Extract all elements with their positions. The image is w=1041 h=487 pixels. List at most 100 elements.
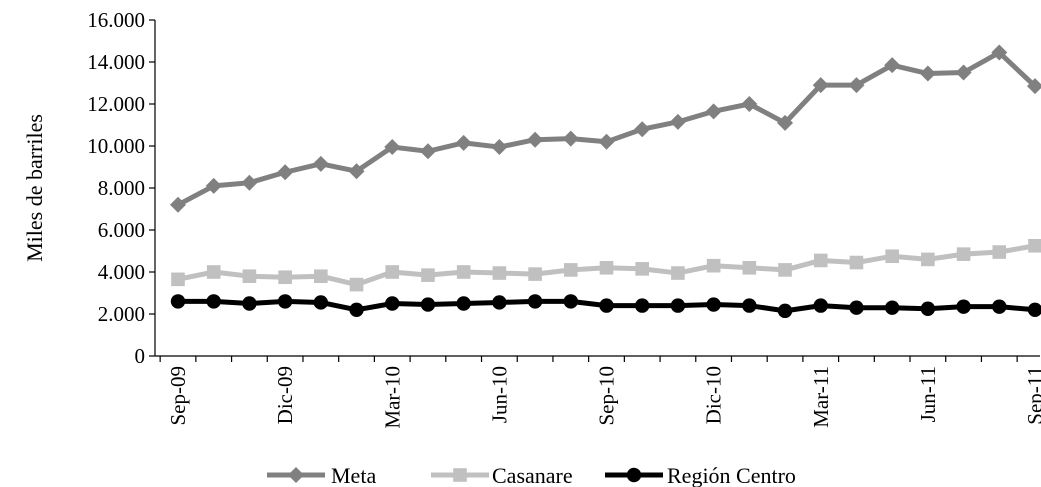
data-point (242, 296, 257, 311)
data-point (277, 294, 293, 309)
data-point (706, 258, 721, 273)
data-point (813, 253, 828, 268)
data-point (884, 57, 901, 74)
data-point (777, 114, 794, 131)
x-tick-label: Mar-11 (809, 366, 833, 428)
data-point (992, 299, 1007, 314)
data-point (492, 295, 507, 310)
y-tick-label: 6.000 (98, 218, 145, 242)
series-line (176, 50, 1037, 208)
x-tick-label: Dic-10 (702, 366, 726, 424)
data-point (635, 262, 650, 276)
data-point (598, 133, 615, 150)
data-point (171, 272, 185, 287)
x-tick-label: Sep-09 (166, 366, 190, 426)
data-point (956, 247, 971, 261)
data-point (956, 299, 971, 314)
x-tick-label: Jun-11 (916, 366, 940, 422)
data-point (314, 269, 328, 283)
data-point (741, 96, 758, 112)
data-point (670, 298, 686, 313)
data-point (563, 263, 578, 277)
data-point (456, 265, 471, 279)
data-point (1028, 238, 1041, 253)
data-point (885, 249, 899, 264)
data-point (277, 164, 294, 181)
data-point (991, 44, 1008, 61)
legend-label: Región Centro (667, 463, 796, 487)
data-point (348, 163, 365, 180)
data-point (849, 300, 864, 315)
data-point (384, 139, 401, 156)
data-point (206, 265, 221, 279)
legend-item: Meta (267, 463, 376, 487)
data-point (813, 298, 828, 313)
y-tick-label: 8.000 (98, 176, 145, 200)
data-point (1027, 78, 1041, 95)
data-point (706, 297, 721, 312)
y-tick-label: 2.000 (98, 302, 145, 326)
legend-item: Región Centro (605, 463, 796, 487)
data-point (778, 263, 792, 277)
data-point (313, 295, 329, 310)
data-point (312, 155, 329, 172)
legend-label: Meta (331, 463, 376, 487)
data-point (242, 269, 257, 283)
data-point (919, 65, 936, 82)
series-layer (170, 44, 1041, 319)
series-meta (170, 44, 1041, 213)
data-point (1027, 302, 1041, 317)
series-casanare (171, 238, 1041, 292)
data-point (456, 296, 471, 311)
data-point (349, 302, 364, 317)
data-point (419, 143, 436, 160)
data-point (420, 297, 436, 312)
y-tick-label: 0 (135, 344, 146, 368)
data-point (812, 77, 829, 94)
data-point (527, 131, 544, 148)
data-point (992, 245, 1007, 259)
data-point (349, 277, 364, 292)
data-point (848, 77, 865, 94)
legend-item: Casanare (431, 463, 573, 487)
data-point (671, 266, 685, 280)
data-point (527, 294, 543, 309)
x-tick-label: Mar-10 (380, 366, 404, 429)
x-tick-label: Sep-11 (1023, 366, 1041, 425)
data-point (599, 298, 614, 313)
data-point (385, 296, 400, 311)
data-point (742, 261, 757, 275)
data-point (955, 64, 972, 81)
data-point (278, 270, 292, 285)
data-point (920, 301, 936, 316)
series-regi-n-centro (170, 294, 1041, 319)
data-point (849, 255, 864, 270)
x-tick-label: Jun-10 (487, 366, 511, 423)
data-point (206, 294, 221, 309)
data-point (921, 252, 935, 267)
axes: 0 2.000 4.000 6.000 8.000 10.000 12.000 14.000 1… (87, 8, 1041, 429)
data-point (491, 139, 508, 156)
data-point (599, 261, 614, 275)
data-point (528, 267, 542, 281)
data-point (705, 103, 722, 120)
data-point (562, 130, 579, 147)
y-tick-label: 14.000 (87, 50, 145, 74)
x-tick-label: Dic-09 (273, 366, 297, 424)
y-tick-label: 16.000 (87, 8, 145, 32)
y-tick-label: 12.000 (87, 92, 145, 116)
data-point (492, 266, 507, 280)
data-point (455, 134, 472, 151)
data-point (421, 268, 435, 282)
legend: Meta Casanare Región Centro (267, 463, 796, 487)
y-axis-label: Miles de barriles (22, 114, 47, 262)
legend-marker (453, 468, 467, 482)
data-point (385, 265, 400, 279)
y-tick-label: 4.000 (98, 260, 145, 284)
data-point (563, 294, 578, 309)
data-point (634, 121, 651, 138)
data-point (777, 303, 793, 319)
legend-label: Casanare (492, 463, 573, 487)
data-point (884, 300, 900, 315)
